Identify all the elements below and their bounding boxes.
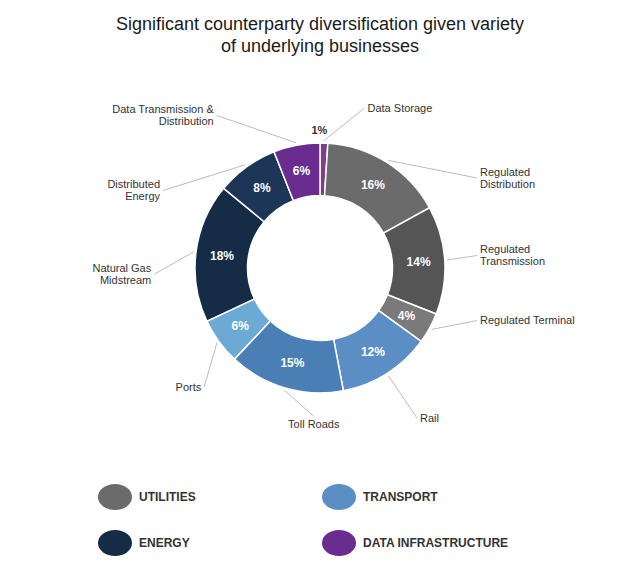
category-label: RegulatedDistribution [480,166,535,190]
category-label: Natural GasMidstream [93,262,152,286]
legend-swatch [98,530,132,556]
value-label: 15% [280,356,304,370]
leader-line [324,108,364,141]
category-label: DistributedEnergy [107,178,160,202]
leader-lines [154,108,477,418]
chart: Significant counterparty diversification… [0,0,640,575]
leader-line [204,343,217,387]
leader-line [388,376,417,418]
legend-item: DATA INFRASTRUCTURE [322,530,508,556]
legend-label: TRANSPORT [363,490,438,504]
legend: UTILITIES TRANSPORT ENERGY DATA INFRASTRUCT… [98,484,508,556]
legend-swatch [322,484,356,510]
value-label: 6% [231,319,249,333]
legend-label: UTILITIES [139,490,196,504]
value-label: 18% [210,249,234,263]
legend-swatch [98,484,132,510]
value-label: 4% [398,309,416,323]
legend-item: TRANSPORT [322,484,438,510]
slice [274,143,320,201]
legend-label: DATA INFRASTRUCTURE [363,536,508,550]
category-label: Rail [420,412,439,424]
value-label: 14% [407,255,431,269]
category-label: Data Transmission &Distribution [112,103,214,127]
category-label: Data Storage [368,102,433,114]
category-label: Toll Roads [288,418,340,430]
category-label: Regulated Terminal [480,314,575,326]
legend-label: ENERGY [139,536,190,550]
leader-line [432,321,477,330]
donut: 1% 16% 14% 4% 12% 15% 6% 18% 8% 6% Data Storage Reg… [93,102,575,430]
leader-line [447,256,477,260]
legend-item: UTILITIES [98,484,196,510]
legend-item: ENERGY [98,530,190,556]
value-label: 6% [293,164,311,178]
slices [195,143,445,393]
title: Significant counterparty diversification… [116,14,524,56]
value-label: 1% [311,124,327,136]
legend-swatch [322,530,356,556]
value-labels: 1% 16% 14% 4% 12% 15% 6% 18% 8% 6% [210,124,431,370]
leader-line [154,252,193,274]
value-label: 12% [361,345,385,359]
value-label: 16% [361,178,385,192]
category-label: Ports [176,381,202,393]
leader-line [217,116,296,143]
value-label: 8% [253,181,271,195]
category-label: RegulatedTransmission [480,243,545,267]
category-labels: Data Storage RegulatedDistribution Regulat… [93,102,575,430]
leader-line [284,390,313,416]
